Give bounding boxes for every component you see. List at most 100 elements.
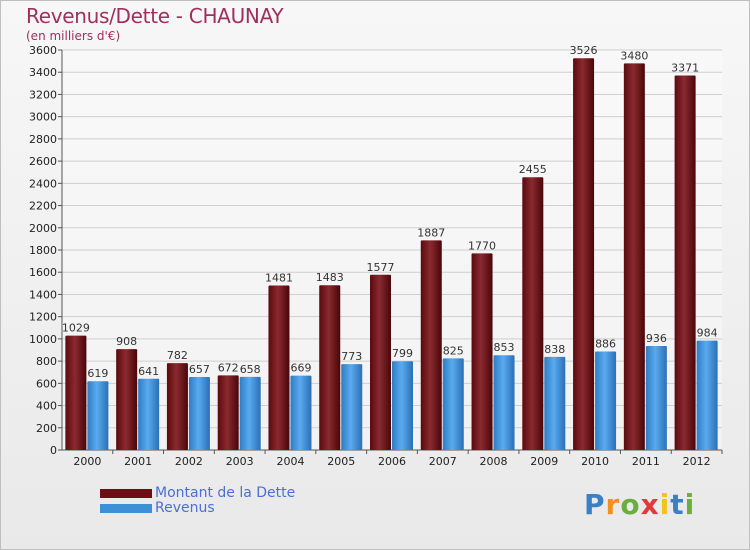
y-tick-label: 3400 bbox=[29, 66, 57, 79]
y-tick-label: 2600 bbox=[29, 155, 57, 168]
bar-debt bbox=[268, 285, 290, 450]
bar-debt bbox=[166, 363, 188, 450]
y-tick-label: 1400 bbox=[29, 288, 57, 301]
x-tick-label: 2009 bbox=[530, 455, 558, 468]
bar-revenus bbox=[392, 361, 413, 450]
logo-letter: P bbox=[584, 488, 606, 521]
data-label-debt: 782 bbox=[167, 349, 188, 362]
y-tick-label: 1800 bbox=[29, 244, 57, 257]
legend-label-debt: Montant de la Dette bbox=[155, 485, 296, 501]
bar-revenus bbox=[595, 351, 617, 450]
logo-letter: i bbox=[684, 488, 696, 521]
bar-debt bbox=[623, 63, 645, 450]
y-tick-label: 400 bbox=[36, 400, 57, 413]
data-label-revenus: 886 bbox=[595, 338, 616, 351]
data-label-revenus: 825 bbox=[443, 344, 464, 357]
chart-title: Revenus/Dette - CHAUNAY bbox=[26, 4, 284, 28]
y-tick-label: 3600 bbox=[29, 44, 57, 57]
x-tick-label: 2012 bbox=[683, 455, 711, 468]
bar-revenus bbox=[87, 381, 109, 450]
data-label-revenus: 799 bbox=[392, 347, 413, 360]
bar-debt bbox=[319, 285, 341, 450]
data-label-debt: 1483 bbox=[316, 271, 344, 284]
y-tick-label: 0 bbox=[50, 444, 57, 457]
x-tick-label: 2001 bbox=[124, 455, 152, 468]
y-tick-label: 1600 bbox=[29, 266, 57, 279]
logo-letter: x bbox=[640, 488, 660, 521]
legend-item-debt: Montant de la Dette bbox=[100, 486, 295, 501]
data-label-debt: 2455 bbox=[519, 163, 547, 176]
data-label-revenus: 853 bbox=[494, 341, 515, 354]
bar-debt bbox=[674, 75, 696, 450]
y-tick-label: 600 bbox=[36, 377, 57, 390]
y-tick-label: 2000 bbox=[29, 222, 57, 235]
bar-revenus bbox=[696, 340, 718, 450]
bar-revenus bbox=[188, 377, 210, 450]
legend: Montant de la Dette Revenus bbox=[100, 486, 295, 516]
bar-revenus bbox=[493, 355, 515, 450]
data-label-debt: 1029 bbox=[62, 322, 90, 335]
x-tick-label: 2003 bbox=[226, 455, 254, 468]
x-tick-label: 2004 bbox=[276, 455, 304, 468]
data-label-revenus: 658 bbox=[240, 363, 261, 376]
legend-item-revenus: Revenus bbox=[100, 501, 295, 516]
logo-letter: t bbox=[670, 488, 685, 521]
data-label-revenus: 984 bbox=[697, 327, 718, 340]
data-label-debt: 1577 bbox=[367, 261, 395, 274]
data-label-revenus: 619 bbox=[87, 367, 108, 380]
data-label-revenus: 936 bbox=[646, 332, 667, 345]
logo-letter: i bbox=[659, 488, 671, 521]
y-tick-label: 1000 bbox=[29, 333, 57, 346]
bar-debt bbox=[522, 177, 544, 450]
bar-revenus bbox=[341, 364, 363, 450]
bar-debt bbox=[420, 240, 442, 450]
logo-letter: r bbox=[605, 488, 621, 521]
legend-label-revenus: Revenus bbox=[155, 500, 215, 516]
legend-swatch-debt bbox=[100, 489, 152, 498]
logo-letter: o bbox=[620, 488, 641, 521]
y-tick-label: 1200 bbox=[29, 311, 57, 324]
bar-revenus bbox=[290, 375, 312, 450]
data-label-debt: 908 bbox=[116, 335, 137, 348]
data-label-debt: 3480 bbox=[620, 49, 648, 62]
x-tick-label: 2011 bbox=[632, 455, 660, 468]
data-label-debt: 3371 bbox=[671, 61, 699, 74]
data-label-debt: 1887 bbox=[417, 226, 445, 239]
bar-revenus bbox=[138, 378, 160, 450]
data-label-revenus: 838 bbox=[544, 343, 565, 356]
data-label-revenus: 773 bbox=[341, 350, 362, 363]
x-tick-label: 2002 bbox=[175, 455, 203, 468]
data-label-debt: 1770 bbox=[468, 239, 496, 252]
proxiti-logo: Proxiti bbox=[584, 488, 695, 521]
bar-debt bbox=[65, 335, 87, 450]
bar-revenus bbox=[544, 356, 566, 450]
bar-revenus bbox=[442, 358, 464, 450]
chart-subtitle: (en milliers d'€) bbox=[26, 29, 121, 43]
legend-swatch-revenus bbox=[100, 504, 152, 513]
y-tick-label: 3000 bbox=[29, 111, 57, 124]
x-tick-label: 2007 bbox=[429, 455, 457, 468]
x-tick-label: 2000 bbox=[73, 455, 101, 468]
data-label-debt: 1481 bbox=[265, 271, 293, 284]
y-tick-label: 2400 bbox=[29, 177, 57, 190]
bar-debt bbox=[573, 58, 595, 450]
x-tick-label: 2005 bbox=[327, 455, 355, 468]
x-tick-label: 2008 bbox=[480, 455, 508, 468]
y-tick-label: 2200 bbox=[29, 200, 57, 213]
bar-debt bbox=[471, 253, 493, 450]
bar-debt bbox=[116, 349, 138, 450]
y-tick-label: 200 bbox=[36, 422, 57, 435]
bar-debt bbox=[370, 274, 391, 450]
data-label-revenus: 669 bbox=[290, 362, 311, 375]
bar-debt bbox=[217, 375, 239, 450]
y-tick-label: 3200 bbox=[29, 88, 57, 101]
data-label-debt: 3526 bbox=[570, 44, 598, 57]
x-tick-label: 2006 bbox=[378, 455, 406, 468]
y-tick-label: 800 bbox=[36, 355, 57, 368]
data-label-revenus: 641 bbox=[138, 365, 159, 378]
bar-revenus bbox=[645, 346, 667, 450]
y-tick-label: 2800 bbox=[29, 133, 57, 146]
bar-revenus bbox=[239, 376, 261, 450]
data-label-debt: 672 bbox=[218, 361, 239, 374]
